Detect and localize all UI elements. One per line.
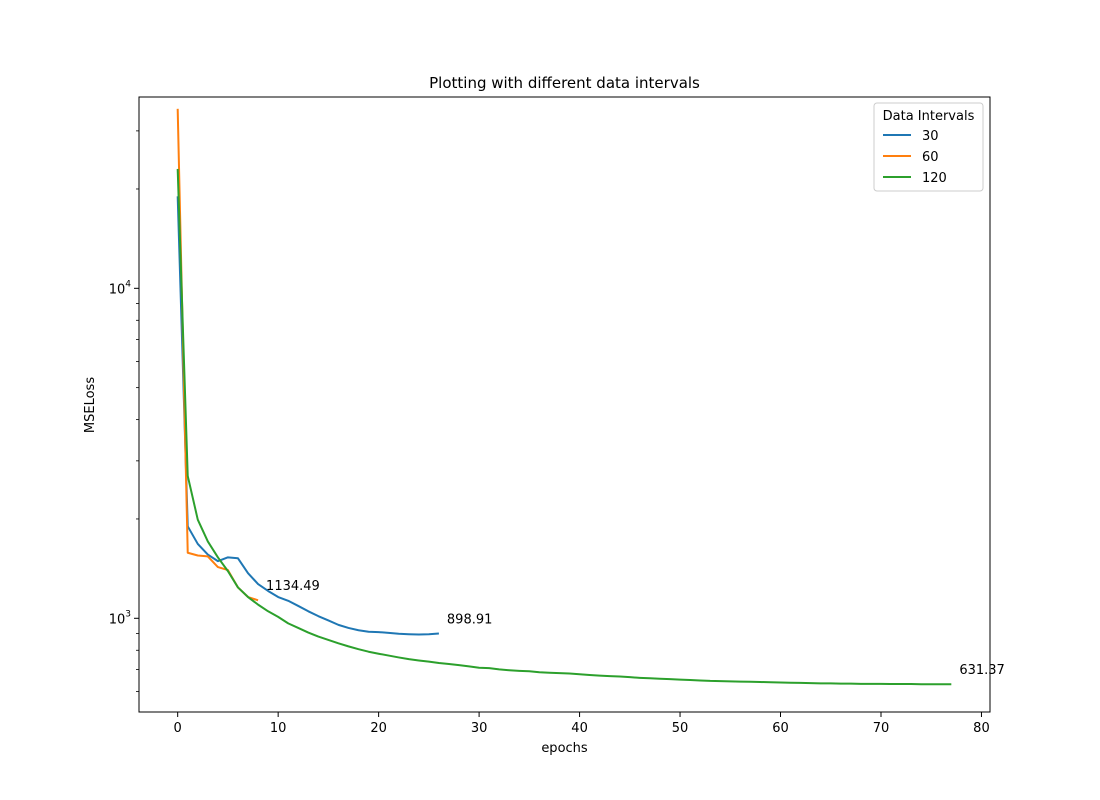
- x-axis: 0 10 20 30 40 50 60 70 80: [174, 712, 990, 736]
- y-axis: 103 104: [109, 130, 139, 692]
- legend-label-120: 120: [922, 171, 947, 186]
- plot-area: [176, 108, 952, 686]
- x-tick-label: 10: [270, 721, 287, 736]
- end-value-annotation: 898.91: [447, 613, 493, 628]
- end-value-annotation: 631.37: [959, 663, 1005, 678]
- y-axis-label: MSELoss: [83, 377, 98, 433]
- y-tick-label: 103: [109, 609, 131, 627]
- series-layer: [176, 108, 952, 686]
- chart-title: Plotting with different data intervals: [429, 74, 700, 92]
- legend-label-30: 30: [922, 129, 939, 144]
- end-value-annotation: 1134.49: [266, 579, 320, 594]
- legend-entries: 30 60 120: [883, 129, 947, 186]
- x-tick-label: 70: [873, 721, 890, 736]
- x-tick-label: 60: [772, 721, 789, 736]
- x-axis-label: epochs: [541, 741, 588, 756]
- x-tick-label: 40: [571, 721, 588, 736]
- series-line-120: [176, 168, 952, 686]
- y-tick-label: 104: [109, 279, 132, 297]
- legend: Data Intervals 30 60 120: [873, 102, 984, 192]
- plot-frame: [138, 96, 991, 713]
- x-tick-label: 50: [672, 721, 689, 736]
- series-line-60: [176, 108, 259, 602]
- annotations-layer: 1134.49 898.91 631.37: [266, 579, 1005, 678]
- legend-box: [873, 102, 984, 192]
- legend-label-60: 60: [922, 150, 939, 165]
- x-tick-label: 0: [174, 721, 182, 736]
- x-tick-label: 80: [973, 721, 990, 736]
- legend-title: Data Intervals: [883, 109, 975, 124]
- series-line-30: [176, 196, 439, 636]
- x-tick-label: 30: [471, 721, 488, 736]
- x-tick-label: 20: [370, 721, 387, 736]
